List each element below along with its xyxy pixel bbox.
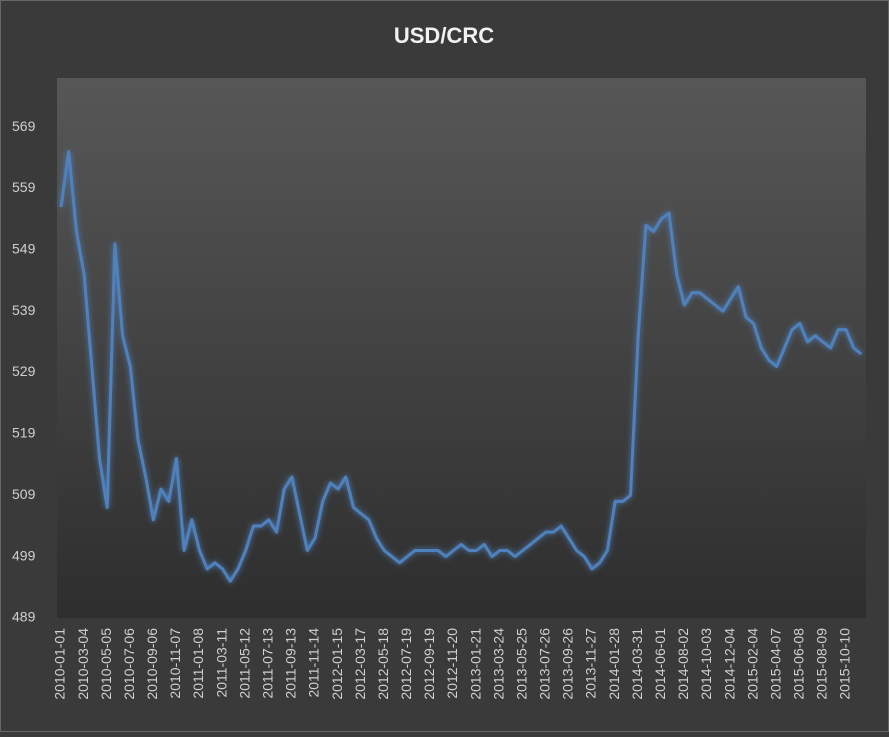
x-tick-label: 2012-09-19 [421,628,437,700]
x-tick-label: 2013-03-24 [490,628,506,700]
x-tick-label: 2014-03-31 [629,628,645,700]
x-tick-label: 2010-09-06 [144,628,160,700]
x-tick-label: 2015-02-04 [744,628,760,700]
x-tick-label: 2014-10-03 [698,628,714,700]
y-tick-label: 509 [12,486,36,502]
y-tick-label: 519 [12,425,36,441]
x-tick-label: 2011-01-08 [190,628,206,699]
x-tick-label: 2010-11-07 [167,628,183,699]
y-tick-label: 529 [12,363,36,379]
x-tick-label: 2012-11-20 [444,628,460,699]
y-tick-label: 499 [12,547,36,563]
y-tick-label: 489 [12,609,36,625]
line [59,150,863,583]
y-tick-label: 559 [12,179,36,195]
y-tick-label: 539 [12,302,36,318]
x-tick-label: 2011-03-11 [213,628,229,698]
x-tick-label: 2011-07-13 [259,628,275,699]
x-tick-label: 2014-08-02 [675,628,691,700]
x-tick-label: 2010-05-05 [98,628,114,700]
y-tick-label: 549 [12,241,36,257]
chart-title: USD/CRC [394,23,494,48]
x-tick-label: 2011-09-13 [283,628,299,699]
x-tick-label: 2014-12-04 [721,628,737,700]
plot-area [57,78,866,618]
x-tick-label: 2015-04-07 [767,628,783,700]
x-tick-label: 2013-09-26 [560,628,576,700]
x-tick-label: 2011-05-12 [236,628,252,699]
x-tick-label: 2013-11-27 [583,628,599,699]
x-tick-label: 2010-01-01 [52,628,68,700]
x-tick-label: 2012-05-18 [375,628,391,700]
x-tick-label: 2012-03-17 [352,628,368,700]
x-tick-label: 2010-07-06 [121,628,137,700]
x-tick-label: 2013-01-21 [467,628,483,700]
x-tick-label: 2014-01-28 [606,628,622,700]
y-tick-label: 569 [12,118,36,134]
x-tick-label: 2014-06-01 [652,628,668,700]
x-tick-label: 2015-10-10 [837,628,853,700]
x-tick-label: 2011-11-14 [306,628,322,698]
x-tick-label: 2013-07-26 [537,628,553,700]
x-tick-label: 2012-07-19 [398,628,414,700]
x-tick-label: 2010-03-04 [75,628,91,700]
x-tick-label: 2012-01-15 [329,628,345,700]
x-tick-label: 2015-06-08 [791,628,807,700]
x-tick-label: 2013-05-25 [513,628,529,700]
x-tick-label: 2015-08-09 [814,628,830,700]
